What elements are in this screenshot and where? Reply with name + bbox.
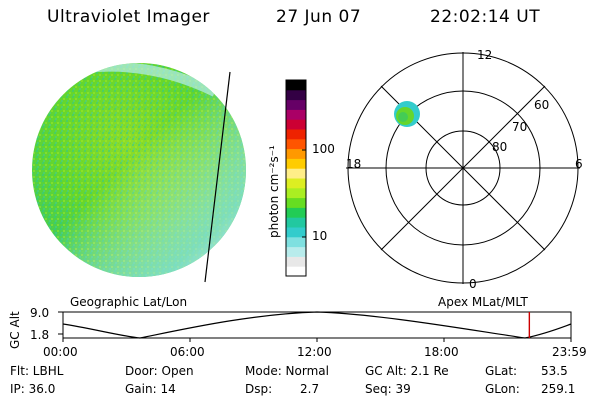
lat-label-60: 60 <box>534 98 550 112</box>
colorbar-segment <box>286 80 306 91</box>
colorbar-segment <box>286 197 306 208</box>
colorbar-segment <box>286 217 306 228</box>
mlt-label-0: 0 <box>469 277 477 291</box>
colorbar-segment <box>286 109 306 120</box>
geographic-caption: Geographic Lat/Lon <box>70 295 188 309</box>
polar-plot <box>346 52 580 284</box>
timeline-xtick-0: 00:00 <box>43 345 78 359</box>
info-ip: IP: 36.0 <box>10 382 56 396</box>
colorbar-segment <box>286 148 306 159</box>
colorbar-segment <box>286 207 306 218</box>
info-glon-value: 259.1 <box>541 382 576 396</box>
colorbar-segment <box>286 168 306 179</box>
auroral-spot <box>394 101 420 127</box>
apex-caption: Apex MLat/MLT <box>438 295 528 309</box>
timeline-xtick-4: 23:59 <box>552 345 587 359</box>
colorbar-segment <box>286 227 306 238</box>
colorbar-frame <box>285 79 307 277</box>
info-flt: Flt: LBHL <box>10 364 64 378</box>
colorbar-segment <box>286 119 306 130</box>
colorbar-segment <box>286 187 306 199</box>
timeline-xtick-1: 06:00 <box>170 345 205 359</box>
colorbar-scale <box>285 79 307 277</box>
timeline-ytick-low: 1.8 <box>30 328 50 342</box>
colorbar-segment <box>286 256 306 267</box>
info-seq: Seq: 39 <box>365 382 411 396</box>
colorbar-segment <box>286 99 306 110</box>
info-glon-label: GLon: <box>485 382 520 396</box>
colorbar-segment <box>286 266 306 277</box>
info-mode: Mode: Normal <box>245 364 329 378</box>
colorbar-segment <box>286 129 306 140</box>
mlt-label-18: 18 <box>346 157 362 171</box>
info-dsp-label: Dsp: <box>245 382 273 396</box>
colorbar-tick-10: 10 <box>312 229 328 243</box>
colorbar-segment <box>286 89 306 101</box>
mlt-label-12: 12 <box>477 48 493 62</box>
timeline-y-axis-label: GC Alt <box>8 311 22 349</box>
timeline-ticks <box>62 338 572 342</box>
timeline-ytick-high: 9.0 <box>30 306 50 320</box>
lat-label-70: 70 <box>512 120 528 134</box>
info-dsp-value: 2.7 <box>300 382 320 396</box>
auroral-image-disk <box>32 63 246 277</box>
info-gc-alt: GC Alt: 2.1 Re <box>365 364 449 378</box>
date-label: 27 Jun 07 <box>276 7 362 27</box>
colorbar-unit-label: photon cm⁻²s⁻¹ <box>267 145 281 238</box>
info-glat-value: 53.5 <box>541 364 568 378</box>
mlt-label-6: 6 <box>575 157 583 171</box>
colorbar-segment <box>286 178 306 189</box>
colorbar-tick-100: 100 <box>312 142 335 156</box>
time-label: 22:02:14 UT <box>430 7 541 27</box>
colorbar-segment <box>286 158 306 169</box>
colorbar-segment <box>286 236 306 248</box>
info-glat-label: GLat: <box>485 364 518 378</box>
lat-label-80: 80 <box>492 140 508 154</box>
timeline-xtick-3: 18:00 <box>424 345 459 359</box>
colorbar-segment <box>286 246 306 257</box>
timeline-frame <box>62 311 572 339</box>
terminator-line <box>204 71 231 283</box>
info-gain: Gain: 14 <box>125 382 176 396</box>
colorbar-segment <box>286 138 306 150</box>
altitude-curve <box>62 311 572 339</box>
instrument-title: Ultraviolet Imager <box>47 7 210 27</box>
timeline-xtick-2: 12:00 <box>297 345 332 359</box>
info-door: Door: Open <box>125 364 194 378</box>
